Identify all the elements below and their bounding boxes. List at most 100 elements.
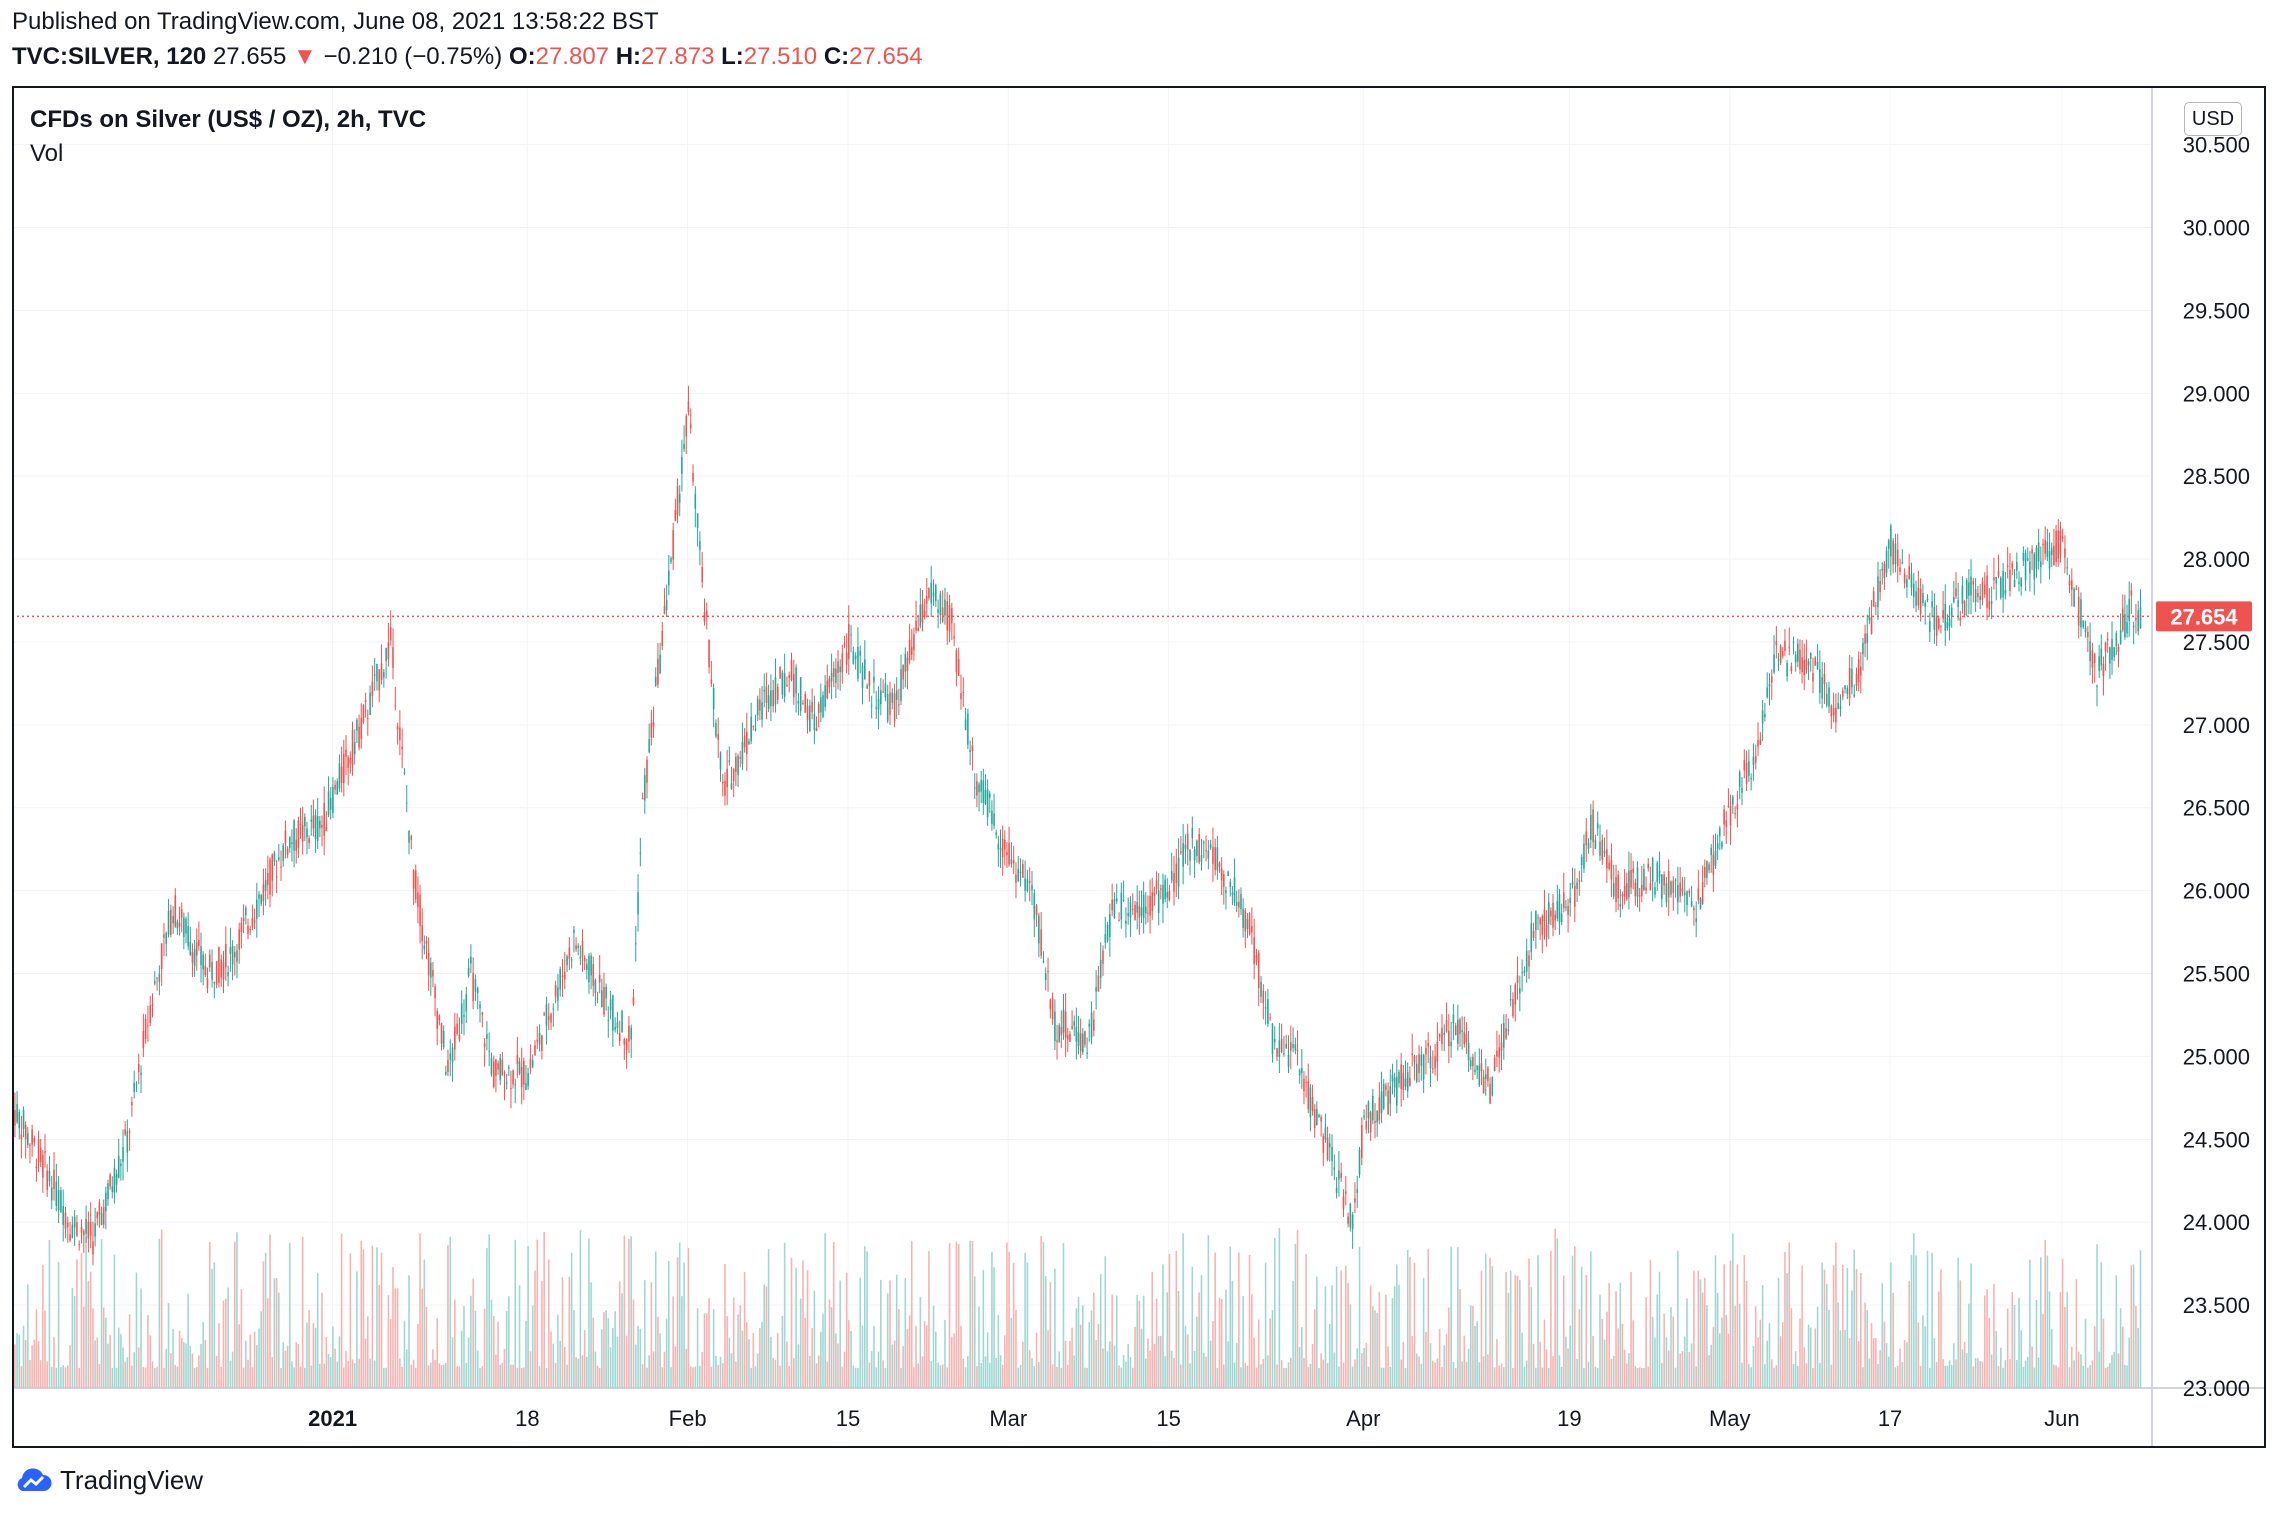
- volume-bar: [1926, 1250, 1929, 1388]
- candle-body: [1015, 874, 1017, 883]
- candle-body: [233, 952, 236, 958]
- price-chart[interactable]: 27.65423.00023.50024.00024.50025.00025.5…: [12, 86, 2266, 1448]
- volume-bar: [1809, 1327, 1812, 1388]
- candle-body: [715, 723, 717, 737]
- volume-bar: [875, 1367, 878, 1388]
- volume-bar: [1044, 1276, 1047, 1388]
- volume-bar: [1238, 1252, 1240, 1388]
- volume-bar: [2098, 1351, 2100, 1388]
- volume-bar: [229, 1360, 232, 1388]
- candle-body: [1645, 887, 1647, 891]
- candle-body: [1630, 869, 1632, 888]
- candle-body: [1365, 1121, 1368, 1130]
- candle-body: [1995, 577, 1998, 584]
- volume-bar: [380, 1252, 383, 1388]
- volume-bar: [1216, 1367, 1219, 1388]
- candle-body: [976, 781, 978, 796]
- candle-body: [957, 658, 960, 676]
- candle-body: [1667, 871, 1670, 898]
- volume-bar: [385, 1367, 387, 1388]
- volume-bar: [939, 1365, 942, 1388]
- candle-body: [124, 1129, 126, 1135]
- volume-bar: [932, 1305, 935, 1388]
- volume-bar: [378, 1284, 381, 1388]
- candle-body: [356, 719, 358, 731]
- volume-bar: [1090, 1310, 1093, 1388]
- volume-bar: [1775, 1365, 1778, 1388]
- candle-body: [592, 964, 595, 986]
- candle-body: [573, 930, 575, 934]
- volume-bar: [1134, 1326, 1136, 1388]
- volume-bar: [2106, 1366, 2109, 1388]
- volume-bar: [1257, 1319, 1260, 1388]
- candle-body: [1404, 1078, 1407, 1087]
- candle-body: [1993, 577, 1995, 581]
- candle-body: [1109, 914, 1111, 937]
- volume-bar: [1734, 1305, 1736, 1388]
- candle-body: [646, 759, 648, 783]
- candle-body: [260, 895, 263, 904]
- volume-bar: [752, 1333, 755, 1388]
- candle-body: [765, 686, 768, 703]
- candle-body: [343, 753, 345, 784]
- footer-brand[interactable]: TradingView: [12, 1465, 203, 1496]
- candle-body: [793, 673, 795, 697]
- volume-bar: [1677, 1250, 1679, 1388]
- volume-bar: [1363, 1347, 1365, 1388]
- candle-body: [841, 653, 844, 673]
- y-tick-label: 23.000: [2183, 1376, 2250, 1401]
- candle-body: [802, 703, 804, 705]
- volume-bar: [117, 1327, 120, 1388]
- currency-button[interactable]: USD: [2184, 102, 2242, 136]
- candle-body: [1938, 618, 1940, 629]
- candle-body: [2004, 590, 2007, 595]
- candle-body: [42, 1155, 44, 1178]
- volume-bar: [1086, 1367, 1088, 1388]
- candle-body: [1257, 952, 1260, 989]
- candle-body: [447, 1060, 449, 1072]
- volume-bar: [334, 1348, 336, 1388]
- volume-bar: [2029, 1259, 2031, 1388]
- candle-body: [1363, 1115, 1365, 1118]
- volume-bar: [864, 1246, 866, 1388]
- volume-bar: [373, 1360, 376, 1388]
- volume-bar: [2055, 1365, 2057, 1388]
- volume-bar: [340, 1233, 343, 1388]
- candle-body: [726, 768, 728, 788]
- volume-bar: [332, 1326, 334, 1388]
- volume-bar: [1848, 1338, 1851, 1388]
- candle-body: [423, 945, 426, 950]
- volume-bar: [147, 1315, 149, 1388]
- candle-body: [27, 1133, 29, 1145]
- candle-body: [1356, 1189, 1359, 1194]
- volume-bar: [233, 1241, 236, 1388]
- candle-body: [295, 839, 298, 851]
- candle-body: [609, 999, 612, 1011]
- volume-bar: [319, 1363, 321, 1388]
- volume-bar: [1643, 1367, 1645, 1388]
- candle-body: [1912, 583, 1915, 597]
- candle-body: [1819, 669, 1821, 693]
- candle-body: [1955, 588, 1957, 597]
- volume-bar: [1983, 1295, 1986, 1388]
- volume-bar: [1887, 1356, 1890, 1388]
- candle-body: [126, 1131, 129, 1153]
- candle-body: [1961, 585, 1964, 604]
- volume-bar: [1264, 1262, 1267, 1388]
- candle-body: [676, 486, 679, 515]
- candle-body: [142, 1030, 145, 1049]
- candle-body: [568, 947, 571, 959]
- volume-bar: [2059, 1292, 2062, 1388]
- candle-body: [180, 909, 183, 918]
- volume-bar: [1445, 1333, 1448, 1388]
- volume-bar: [1997, 1365, 2000, 1388]
- candle-body: [147, 1025, 149, 1027]
- candle-body: [703, 612, 706, 622]
- candle-body: [1385, 1085, 1387, 1090]
- candle-body: [1612, 883, 1615, 897]
- volume-bar: [1565, 1336, 1567, 1388]
- volume-bar: [1104, 1256, 1107, 1388]
- volume-bar: [1535, 1367, 1537, 1388]
- volume-bar: [436, 1318, 439, 1388]
- candle-body: [1354, 1198, 1356, 1203]
